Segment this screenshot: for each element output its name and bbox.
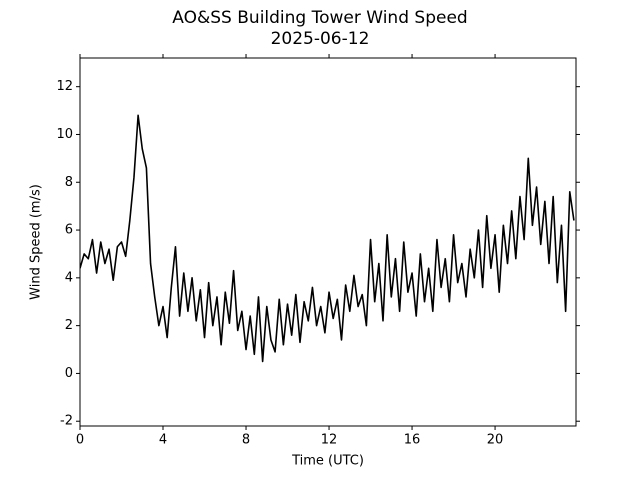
y-tick-label: -2 [60, 414, 73, 429]
x-tick-label: 12 [321, 433, 338, 448]
y-tick-label: 12 [56, 79, 73, 94]
x-tick-label: 8 [242, 433, 250, 448]
y-tick-label: 6 [65, 223, 73, 238]
y-axis-label: Wind Speed (m/s) [29, 184, 44, 300]
y-tick-label: 10 [56, 127, 73, 142]
y-tick-label: 8 [65, 175, 73, 190]
y-tick-label: 0 [65, 366, 73, 381]
y-tick-label: 2 [65, 318, 73, 333]
x-tick-label: 0 [76, 433, 84, 448]
chart-title: AO&SS Building Tower Wind Speed [172, 8, 467, 28]
plot-frame [79, 57, 577, 427]
x-tick-label: 4 [159, 433, 167, 448]
x-tick-label: 20 [487, 433, 504, 448]
chart-subtitle: 2025-06-12 [271, 29, 370, 49]
data-line [80, 114, 575, 363]
x-tick-label: 16 [404, 433, 421, 448]
y-tick-label: 4 [65, 270, 73, 285]
x-axis-label: Time (UTC) [291, 454, 364, 469]
